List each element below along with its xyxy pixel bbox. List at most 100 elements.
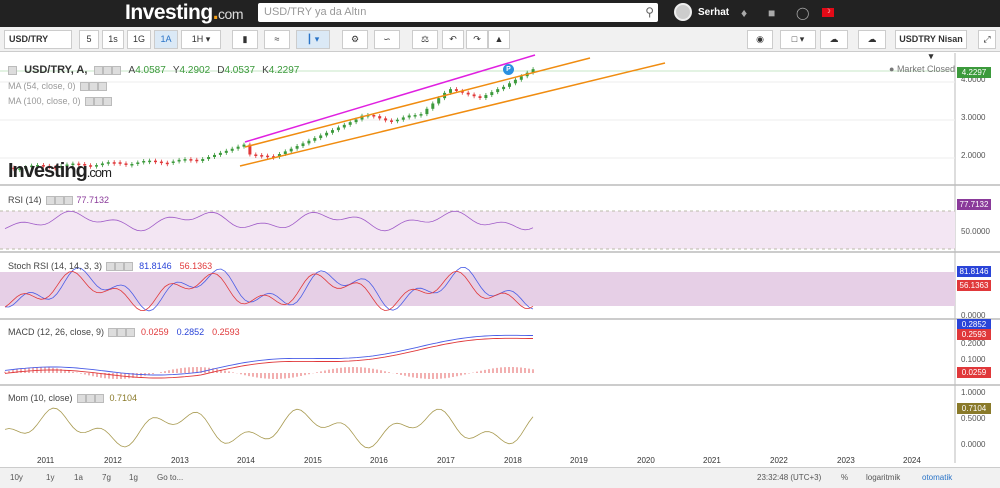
close-icon[interactable]: [112, 65, 122, 75]
interval-5[interactable]: 5: [79, 30, 99, 49]
stoch-band: [0, 272, 955, 306]
interval-1s[interactable]: 1s: [102, 30, 124, 49]
symbol-dropdown[interactable]: USDTRY Nisan ▾: [895, 30, 967, 61]
p-badge[interactable]: P: [503, 64, 514, 75]
gear-icon[interactable]: ⚙: [342, 30, 368, 49]
eye-icon[interactable]: [45, 196, 55, 206]
range-7g[interactable]: 7g: [102, 473, 111, 482]
close-icon[interactable]: [102, 97, 112, 107]
candle-body: [502, 86, 506, 90]
stoch-k-box: 81.8146: [957, 266, 991, 277]
close-icon[interactable]: [94, 394, 104, 404]
collapse-icon[interactable]: [8, 65, 17, 75]
settings-icon[interactable]: [115, 262, 125, 272]
settings-icon[interactable]: [85, 394, 95, 404]
scale-icon[interactable]: ⚖: [412, 30, 438, 49]
trendline-upper: [244, 57, 591, 148]
log-toggle[interactable]: logaritmik: [866, 473, 901, 482]
briefcase-icon[interactable]: ■: [768, 6, 776, 20]
candle-body: [478, 96, 482, 98]
redo-icon[interactable]: ↷: [466, 30, 488, 49]
percent-toggle[interactable]: %: [841, 473, 849, 482]
alert-icon[interactable]: ▲: [488, 30, 510, 49]
candle-body: [384, 118, 388, 121]
candle-body: [218, 152, 222, 155]
close-icon[interactable]: [126, 328, 136, 338]
cloud-down-icon[interactable]: ☁: [820, 30, 848, 49]
settings-icon[interactable]: [103, 65, 113, 75]
candle-body: [454, 89, 458, 91]
clock-time: 23:32:48 (UTC+3): [757, 473, 822, 482]
undo-icon[interactable]: ↶: [442, 30, 464, 49]
axis-label: 0.2000: [961, 339, 986, 348]
close-icon[interactable]: [97, 82, 107, 92]
top-nav: Investing.com USD/TRY ya da Altın ⚲ Serha…: [0, 0, 1000, 27]
symbol-field[interactable]: USD/TRY: [4, 30, 72, 49]
range-1y[interactable]: 1y: [46, 473, 55, 482]
candle-body: [360, 115, 364, 120]
candle-body: [513, 79, 517, 84]
goto-button[interactable]: Go to...: [157, 473, 184, 482]
candles-icon[interactable]: ▮: [232, 30, 258, 49]
fullscreen-icon[interactable]: ⤢: [978, 30, 996, 49]
range-1a[interactable]: 1a: [74, 473, 83, 482]
interval-1g[interactable]: 1G: [127, 30, 151, 49]
year-label: 2012: [104, 456, 122, 465]
year-label: 2022: [770, 456, 788, 465]
year-label: 2021: [703, 456, 721, 465]
auto-toggle[interactable]: otomatik: [922, 473, 953, 482]
candle-body: [531, 69, 535, 73]
eye-icon[interactable]: [84, 97, 94, 107]
settings-icon[interactable]: [93, 97, 103, 107]
turkey-flag-icon[interactable]: ☽: [822, 8, 834, 17]
bars-icon[interactable]: ┃ ▾: [296, 30, 330, 49]
candle-body: [313, 138, 317, 141]
candle-body: [159, 161, 163, 164]
line-chart-icon[interactable]: ≈: [264, 30, 290, 49]
candle-body: [41, 165, 45, 167]
interval-1h[interactable]: 1H ▾: [181, 30, 221, 49]
avatar[interactable]: [674, 3, 692, 21]
year-label: 2016: [370, 456, 388, 465]
cloud-up-icon[interactable]: ☁: [858, 30, 886, 49]
candle-body: [342, 124, 346, 128]
template-icon[interactable]: □ ▾: [780, 30, 816, 49]
candle-body: [195, 159, 199, 162]
candle-body: [242, 144, 246, 147]
year-label: 2013: [171, 456, 189, 465]
mom-box: 0.7104: [957, 403, 991, 414]
interval-1a[interactable]: 1A: [154, 30, 178, 49]
candle-body: [213, 154, 216, 157]
chart-canvas[interactable]: [0, 53, 1000, 463]
eye-icon[interactable]: [76, 394, 86, 404]
eye-icon[interactable]: [79, 82, 89, 92]
candle-body: [236, 146, 240, 149]
bottom-bar: 10y 1y 1a 7g 1g Go to... 23:32:48 (UTC+3…: [0, 467, 1000, 488]
indicators-icon[interactable]: ∽: [374, 30, 400, 49]
axis-label: 0.1000: [961, 355, 986, 364]
macd-signal-line: [4, 337, 533, 379]
last-price-box: 4.2297: [957, 67, 991, 78]
rsi-band: [0, 211, 955, 249]
close-icon[interactable]: [124, 262, 134, 272]
clock-icon[interactable]: ◯: [796, 6, 810, 20]
trendline-lower: [239, 62, 666, 167]
investing-logo[interactable]: Investing.com: [125, 1, 243, 24]
range-1g[interactable]: 1g: [129, 473, 138, 482]
eye-icon[interactable]: [106, 262, 116, 272]
bell-icon[interactable]: ♦: [741, 6, 748, 20]
search-icon[interactable]: ⚲: [645, 5, 654, 19]
candle-body: [266, 155, 270, 158]
close-icon[interactable]: [63, 196, 73, 206]
settings-icon[interactable]: [117, 328, 127, 338]
eye-icon[interactable]: [94, 65, 104, 75]
camera-icon[interactable]: ◉: [747, 30, 773, 49]
macd-line: [4, 334, 533, 376]
search-input[interactable]: USD/TRY ya da Altın ⚲: [258, 3, 658, 22]
user-name[interactable]: Serhat: [698, 7, 730, 18]
settings-icon[interactable]: [54, 196, 64, 206]
settings-icon[interactable]: [88, 82, 98, 92]
candle-body: [130, 163, 134, 166]
eye-icon[interactable]: [108, 328, 118, 338]
range-10y[interactable]: 10y: [10, 473, 23, 482]
